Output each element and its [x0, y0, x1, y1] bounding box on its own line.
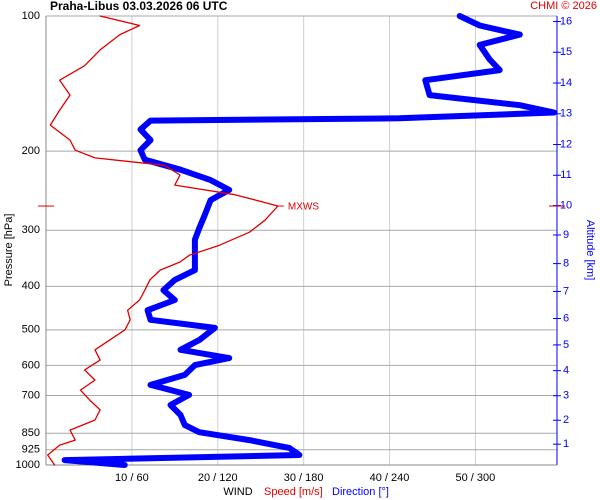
y-tick-label: 100: [22, 10, 40, 22]
y2-tick-label: 11: [560, 169, 571, 181]
chart-title: Praha-Libus 03.03.2026 06 UTC: [50, 0, 228, 13]
y2-tick-label: 15: [560, 46, 572, 58]
legend-speed: Speed [m/s]: [264, 486, 323, 498]
y2-tick-label: 7: [563, 285, 569, 297]
x-axis-label: WIND: [223, 486, 252, 498]
y2-tick-label: 12: [560, 138, 572, 150]
y2-tick-label: 3: [563, 390, 569, 402]
y-tick-label: 600: [22, 359, 40, 371]
y-tick-label: 200: [22, 145, 40, 157]
direction-line: [61, 13, 558, 468]
y2-axis-label: Altitude [km]: [584, 220, 596, 281]
x-tick-label: 20 / 120: [198, 472, 238, 484]
y-axis-label: Pressure [hPa]: [3, 214, 15, 287]
y2-tick-label: 16: [560, 15, 572, 27]
max-wind-label: MXWS: [288, 202, 319, 213]
y2-tick-label: 10: [560, 199, 572, 211]
y2-tick-label: 13: [560, 108, 572, 120]
x-tick-label: 10 / 60: [115, 472, 149, 484]
y-tick-label: 925: [22, 444, 40, 456]
y2-tick-label: 2: [563, 414, 569, 426]
y-tick-label: 500: [22, 324, 40, 336]
y-tick-label: 700: [22, 389, 40, 401]
x-tick-label: 30 / 180: [284, 472, 324, 484]
y2-tick-label: 4: [563, 365, 569, 377]
x-tick-label: 50 / 300: [456, 472, 496, 484]
y2-tick-label: 6: [563, 312, 569, 324]
y2-tick-label: 9: [563, 229, 569, 241]
y-tick-label: 850: [22, 427, 40, 439]
x-tick-label: 40 / 240: [370, 472, 410, 484]
y2-tick-label: 5: [563, 339, 569, 351]
y2-tick-label: 1: [563, 438, 569, 450]
y-tick-label: 400: [22, 280, 40, 292]
legend-direction: Direction [°]: [332, 486, 389, 498]
y2-tick-label: 14: [560, 77, 572, 89]
credit: CHMI © 2026: [530, 0, 597, 12]
y2-tick-label: 8: [563, 258, 569, 270]
speed-line: [47, 15, 279, 466]
y-tick-label: 1000: [16, 459, 40, 471]
y-tick-label: 300: [22, 224, 40, 236]
